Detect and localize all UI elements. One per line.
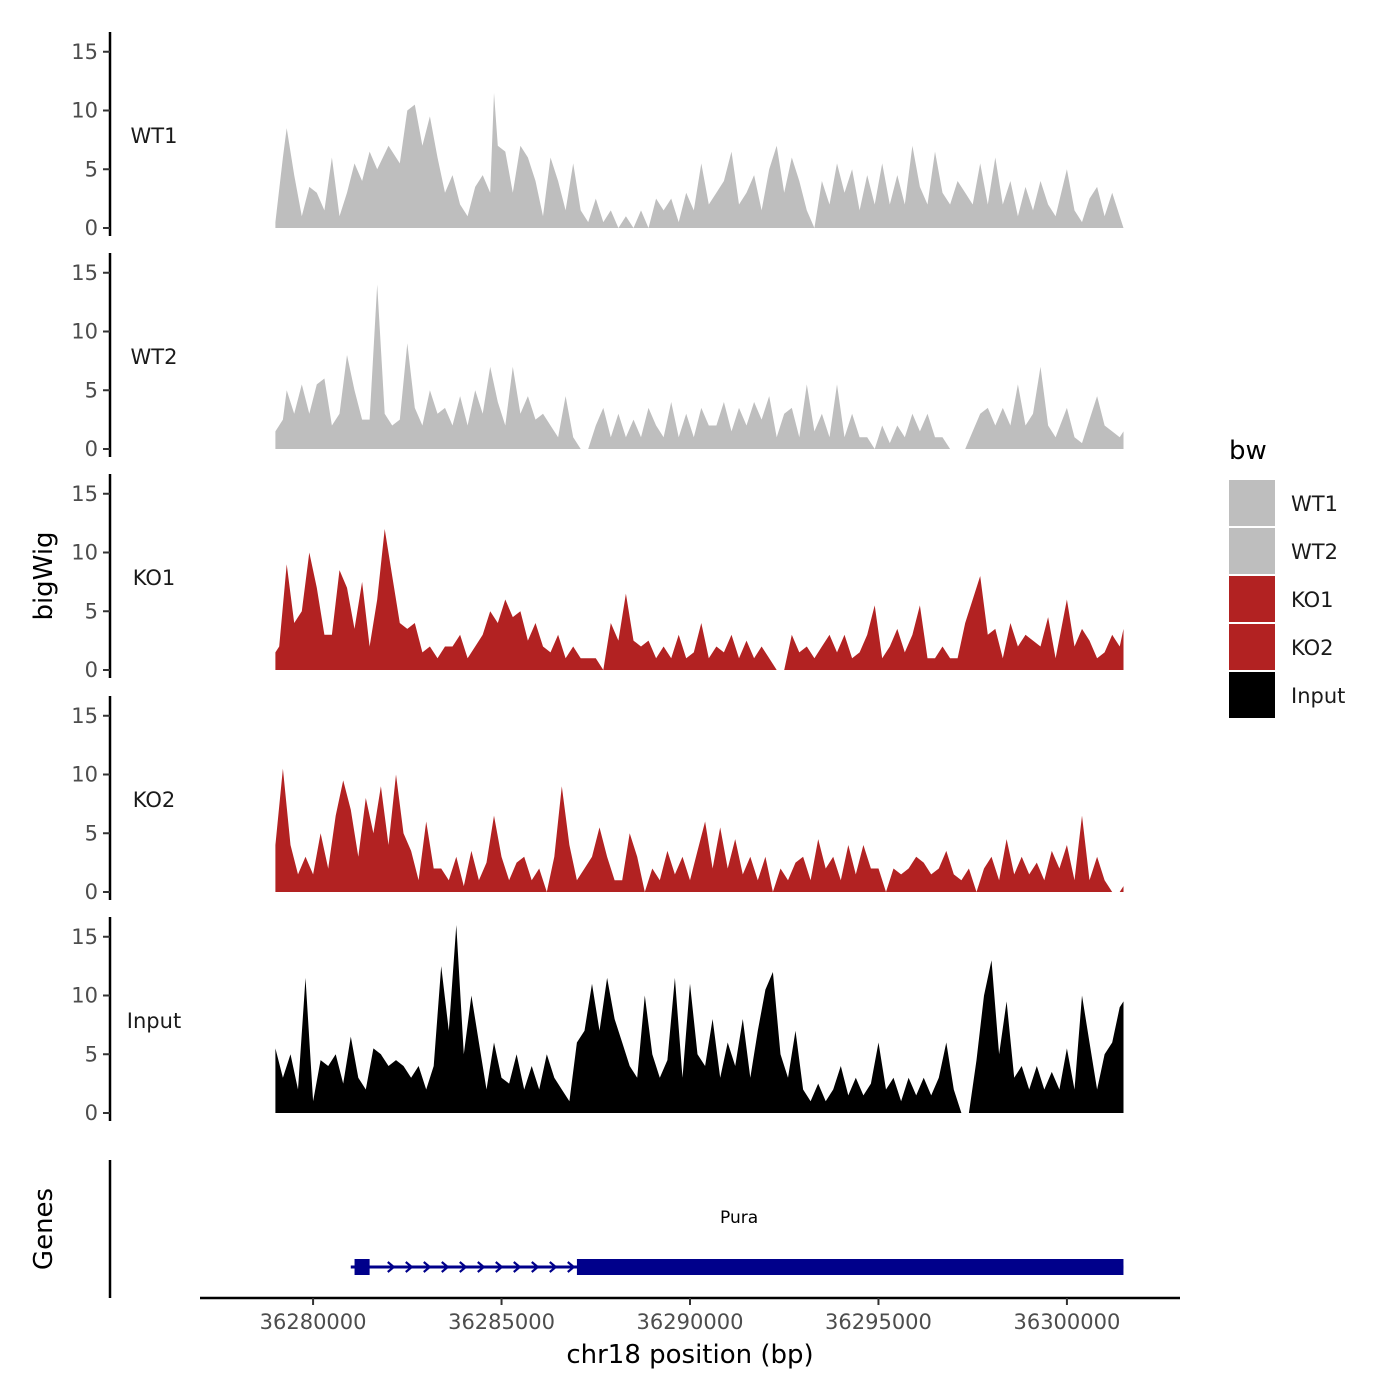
y-tick-label: 5	[85, 157, 98, 181]
y-tick-label: 15	[71, 482, 98, 506]
y-tick-label: 10	[71, 320, 98, 344]
y-tick-label: 15	[71, 925, 98, 949]
y-tick-label: 0	[85, 1101, 98, 1125]
gene-pura: Pura	[350, 1208, 1124, 1275]
x-tick-label: 36280000	[260, 1310, 367, 1334]
legend-item-wt2: WT2	[1229, 528, 1338, 574]
legend: bw WT1 WT2 KO1 KO2 Input	[1229, 436, 1345, 718]
y-tick-label: 5	[85, 1042, 98, 1066]
y-tick-label: 15	[71, 704, 98, 728]
track-panel-wt2: 0 5 10 15 WT2	[71, 253, 1124, 461]
gene-name-label: Pura	[720, 1208, 758, 1228]
strand-arrow	[477, 1261, 486, 1273]
legend-title: bw	[1229, 436, 1267, 466]
x-axis: 36280000 36285000 36290000 36295000 36300000	[200, 1296, 1180, 1334]
strand-arrow	[531, 1261, 540, 1273]
series-area-wt1	[275, 92, 1124, 229]
x-tick-label: 36300000	[1013, 1310, 1120, 1334]
y-tick-label: 10	[71, 541, 98, 565]
strand-arrow	[441, 1261, 450, 1273]
y-tick-label: 0	[85, 437, 98, 461]
x-tick-label: 36285000	[448, 1310, 555, 1334]
y-tick-label: 15	[71, 40, 98, 64]
strand-arrow	[387, 1261, 396, 1273]
strand-arrow	[459, 1261, 468, 1273]
legend-label: KO1	[1291, 588, 1334, 612]
track-label-wt2: WT2	[131, 345, 178, 369]
gene-exon-1	[576, 1259, 1124, 1275]
y-tick-label: 5	[85, 599, 98, 623]
y-axis-title: bigWig	[29, 531, 59, 620]
series-area-ko2	[275, 768, 1124, 892]
series-area-ko1	[275, 529, 1124, 670]
y-tick-label: 15	[71, 261, 98, 285]
legend-key-input	[1229, 672, 1275, 718]
track-label-ko1: KO1	[133, 566, 176, 590]
x-tick-label: 36290000	[637, 1310, 744, 1334]
y-tick-label: 5	[85, 821, 98, 845]
strand-arrow	[567, 1261, 576, 1273]
genes-track-title: Genes	[29, 1188, 59, 1270]
strand-arrow	[423, 1261, 432, 1273]
legend-key-wt1	[1229, 480, 1275, 526]
track-panel-ko1: 0 5 10 15 KO1	[71, 474, 1124, 682]
y-tick-label: 0	[85, 216, 98, 240]
track-label-wt1: WT1	[131, 124, 178, 148]
strand-arrow	[513, 1261, 522, 1273]
series-area-wt2	[275, 284, 1124, 449]
y-tick-label: 0	[85, 880, 98, 904]
tracks-layer: 0 5 10 15 WT1 0 5 10 15 WT2 0 5 10 15 KO1 0 5 10 15 KO2 0 5 10…	[71, 32, 1124, 1125]
y-tick-label: 0	[85, 658, 98, 682]
legend-item-wt1: WT1	[1229, 480, 1338, 526]
strand-arrow	[549, 1261, 558, 1273]
legend-item-ko2: KO2	[1229, 624, 1334, 670]
track-panel-input: 0 5 10 15 Input	[71, 917, 1124, 1125]
series-area-input	[275, 925, 1124, 1113]
strand-arrow	[495, 1261, 504, 1273]
track-panel-ko2: 0 5 10 15 KO2	[71, 696, 1124, 904]
legend-item-input: Input	[1229, 672, 1345, 718]
y-tick-label: 5	[85, 378, 98, 402]
y-tick-label: 10	[71, 984, 98, 1008]
gene-exon-0	[354, 1259, 370, 1275]
legend-key-wt2	[1229, 528, 1275, 574]
genes-track: Genes Pura	[29, 1160, 1124, 1298]
legend-key-ko1	[1229, 576, 1275, 622]
y-tick-label: 10	[71, 763, 98, 787]
track-panel-wt1: 0 5 10 15 WT1	[71, 32, 1124, 240]
x-tick-label: 36295000	[825, 1310, 932, 1334]
track-label-ko2: KO2	[133, 788, 176, 812]
legend-label: WT2	[1291, 540, 1338, 564]
legend-item-ko1: KO1	[1229, 576, 1334, 622]
legend-label: KO2	[1291, 636, 1334, 660]
strand-arrow	[405, 1261, 414, 1273]
y-tick-label: 10	[71, 99, 98, 123]
legend-label: WT1	[1291, 492, 1338, 516]
legend-label: Input	[1291, 684, 1345, 708]
x-axis-title: chr18 position (bp)	[566, 1340, 813, 1370]
track-label-input: Input	[127, 1009, 181, 1033]
legend-key-ko2	[1229, 624, 1275, 670]
